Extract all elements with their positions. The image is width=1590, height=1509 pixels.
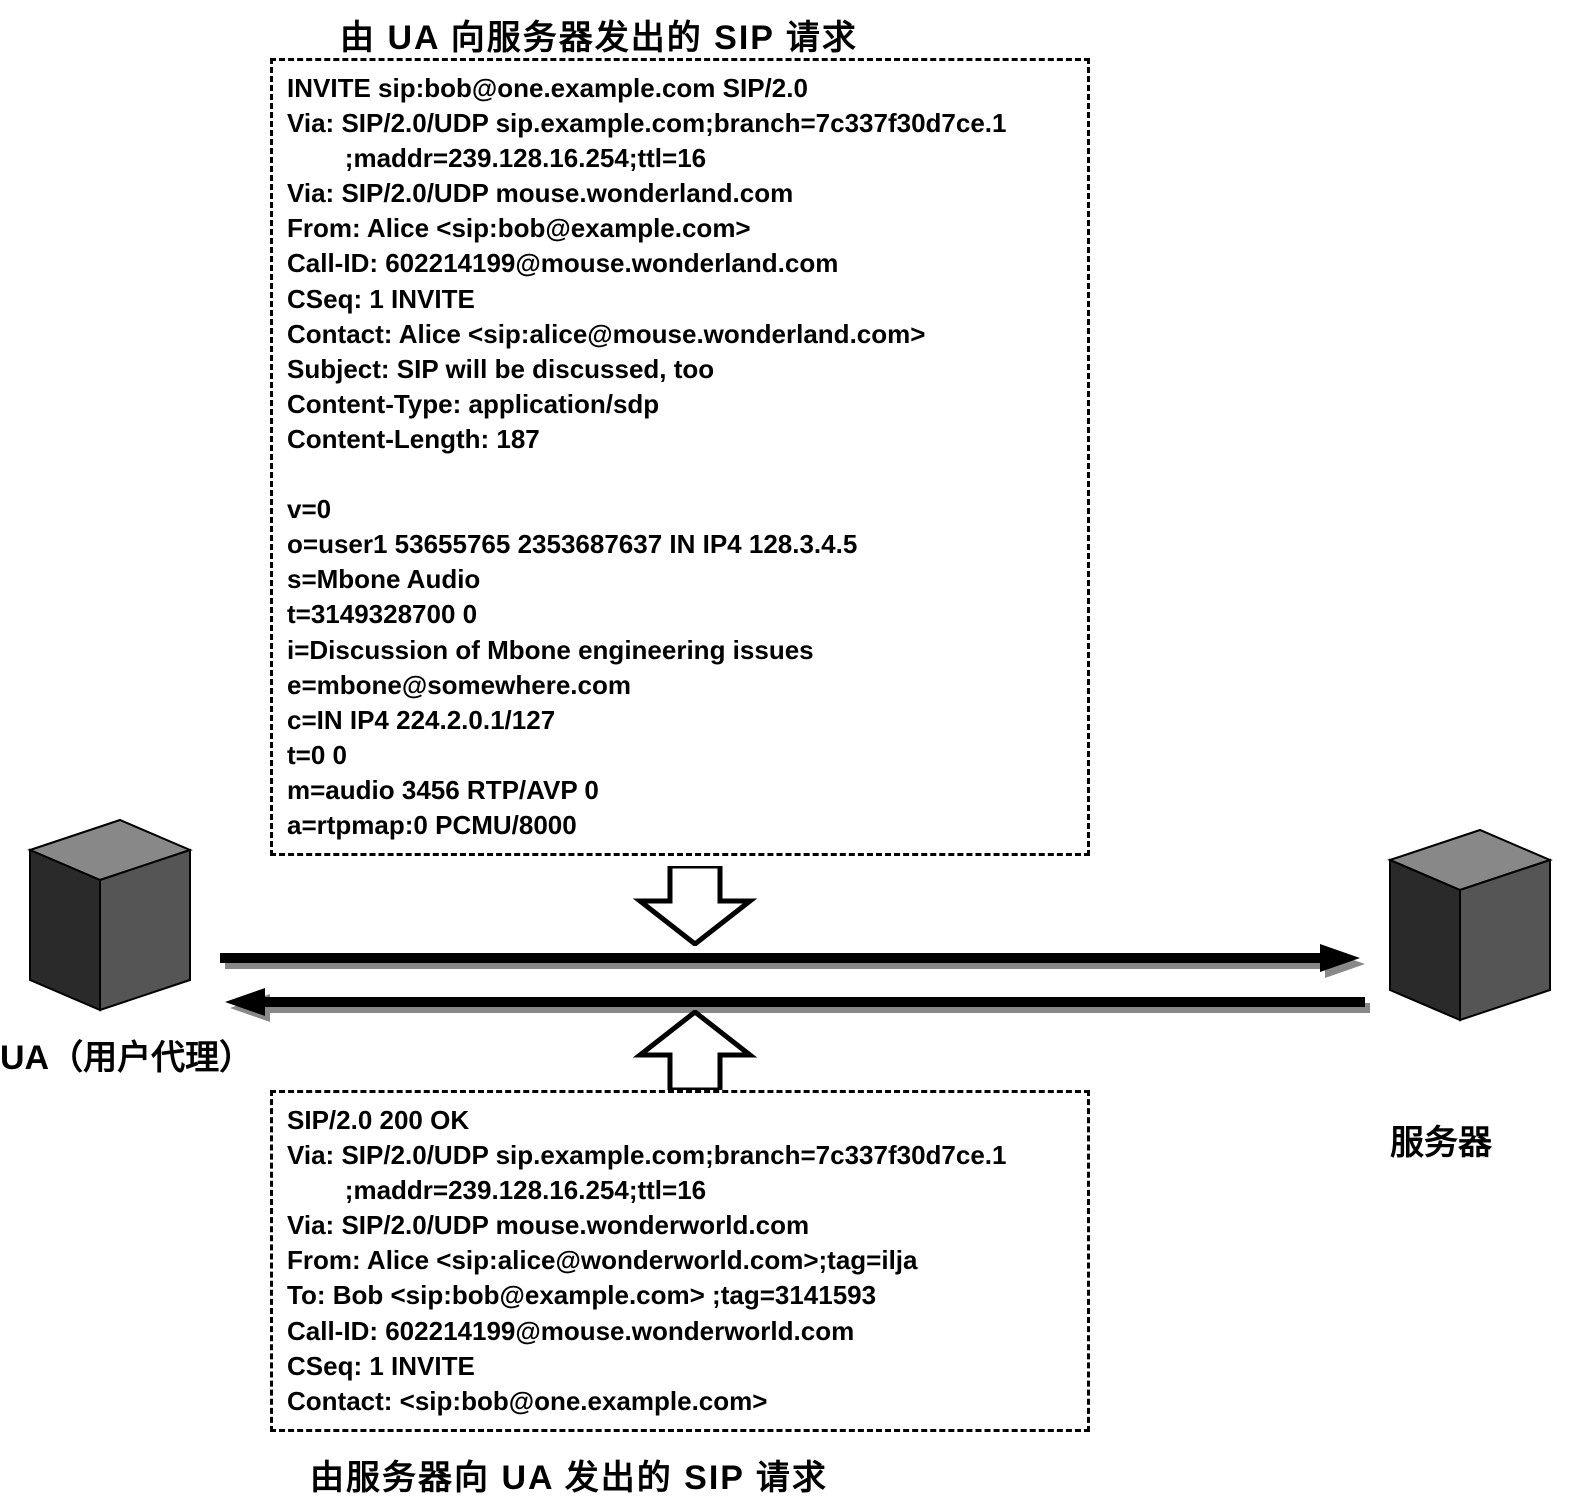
title-top: 由 UA 向服务器发出的 SIP 请求 [340,10,858,59]
sip-line: Via: SIP/2.0/UDP sip.example.com;branch=… [287,1138,1073,1173]
sip-line [287,457,1073,492]
sip-line: From: Alice <sip:alice@wonderworld.com>;… [287,1243,1073,1278]
callout-arrow-down-icon [630,866,760,946]
server-cube-icon [1370,810,1570,1030]
sip-line: Via: SIP/2.0/UDP mouse.wonderworld.com [287,1208,1073,1243]
sip-line: s=Mbone Audio [287,562,1073,597]
sip-line: CSeq: 1 INVITE [287,1349,1073,1384]
ua-label: UA（用户代理） [0,1030,253,1079]
sip-line: ;maddr=239.128.16.254;ttl=16 [287,1173,1073,1208]
sip-line: Contact: Alice <sip:alice@mouse.wonderla… [287,317,1073,352]
sip-line: m=audio 3456 RTP/AVP 0 [287,773,1073,808]
sip-line: Call-ID: 602214199@mouse.wonderworld.com [287,1314,1073,1349]
title-bottom: 由服务器向 UA 发出的 SIP 请求 [310,1450,828,1499]
bidirectional-arrows [220,930,1370,1050]
sip-line: Subject: SIP will be discussed, too [287,352,1073,387]
sip-line: SIP/2.0 200 OK [287,1103,1073,1138]
sip-diagram: 由 UA 向服务器发出的 SIP 请求 INVITE sip:bob@one.e… [10,10,1580,1499]
ua-cube-icon [10,800,210,1020]
sip-line: Content-Type: application/sdp [287,387,1073,422]
sip-line: Via: SIP/2.0/UDP mouse.wonderland.com [287,176,1073,211]
sip-line: From: Alice <sip:bob@example.com> [287,211,1073,246]
sip-line: ;maddr=239.128.16.254;ttl=16 [287,141,1073,176]
sip-line: Contact: <sip:bob@one.example.com> [287,1384,1073,1419]
sip-line: v=0 [287,492,1073,527]
sip-response-content: SIP/2.0 200 OKVia: SIP/2.0/UDP sip.examp… [287,1103,1073,1419]
sip-line: Call-ID: 602214199@mouse.wonderland.com [287,246,1073,281]
sip-line: Via: SIP/2.0/UDP sip.example.com;branch=… [287,106,1073,141]
server-label: 服务器 [1390,1115,1492,1164]
sip-line: Content-Length: 187 [287,422,1073,457]
sip-line: i=Discussion of Mbone engineering issues [287,633,1073,668]
callout-arrow-up-icon [630,1010,760,1090]
sip-line: CSeq: 1 INVITE [287,282,1073,317]
sip-line: a=rtpmap:0 PCMU/8000 [287,808,1073,843]
sip-line: t=3149328700 0 [287,597,1073,632]
sip-line: To: Bob <sip:bob@example.com> ;tag=31415… [287,1278,1073,1313]
sip-request-box: INVITE sip:bob@one.example.com SIP/2.0Vi… [270,58,1090,856]
sip-response-box: SIP/2.0 200 OKVia: SIP/2.0/UDP sip.examp… [270,1090,1090,1432]
sip-line: o=user1 53655765 2353687637 IN IP4 128.3… [287,527,1073,562]
sip-line: INVITE sip:bob@one.example.com SIP/2.0 [287,71,1073,106]
sip-line: e=mbone@somewhere.com [287,668,1073,703]
sip-line: c=IN IP4 224.2.0.1/127 [287,703,1073,738]
sip-request-content: INVITE sip:bob@one.example.com SIP/2.0Vi… [287,71,1073,843]
sip-line: t=0 0 [287,738,1073,773]
